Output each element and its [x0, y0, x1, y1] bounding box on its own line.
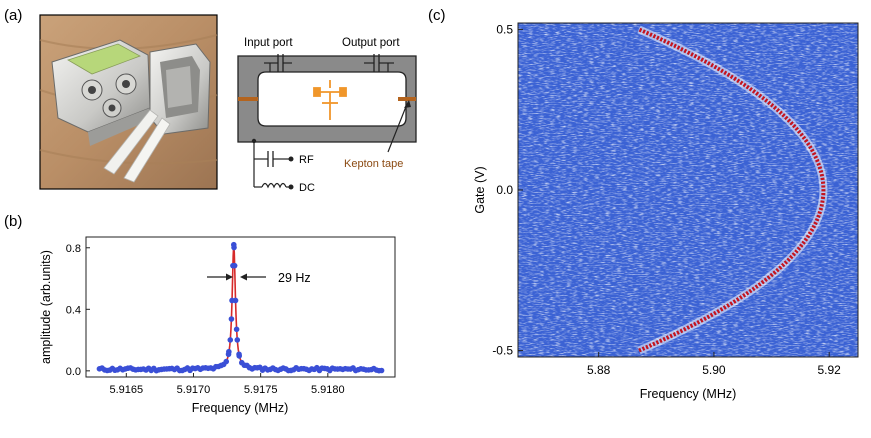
b-x-label: Frequency (MHz): [192, 401, 289, 415]
rf-label: RF: [299, 154, 314, 166]
b-data-point: [227, 337, 234, 343]
kepton-tape-right: [398, 97, 416, 101]
kepton-tape-label: Kepton tape: [344, 158, 403, 170]
b-y-tick-label: 0.0: [66, 366, 81, 378]
b-data-point: [223, 358, 230, 365]
kepton-tape-left: [238, 97, 258, 101]
output-port-label: Output port: [342, 37, 400, 49]
b-x-tick-label: 5.9170: [177, 384, 211, 396]
c-x-tick-label: 5.92: [818, 363, 842, 377]
b-data-point: [378, 367, 385, 374]
heatmap-noise: [518, 23, 858, 357]
b-data-point: [228, 316, 235, 322]
b-data-point: [231, 262, 238, 269]
panel-b-label: (b): [4, 213, 22, 230]
c-y-tick-label: 0.0: [496, 183, 513, 197]
b-y-tick-label: 0.8: [66, 243, 81, 255]
c-x-label: Frequency (MHz): [640, 387, 737, 401]
panel-c-label: (c): [428, 7, 446, 24]
c-y-tick-label: 0.5: [496, 22, 513, 36]
device-photo: [39, 14, 218, 190]
c-y-tick-label: -0.5: [492, 344, 513, 358]
b-data-point: [232, 297, 239, 304]
spectrum-chart: 5.9165 5.9170 5.9175 5.9180 0.0 0.4 0.8 Freque…: [39, 236, 396, 415]
c-resonance-curve: [638, 27, 826, 353]
b-data-point: [225, 351, 232, 358]
b-x-tick-label: 5.9175: [244, 384, 278, 396]
b-data-point: [236, 351, 242, 358]
linewidth-label: 29 Hz: [278, 271, 311, 285]
circuit-schematic: Input port Output port: [237, 37, 417, 194]
b-x-tick-label: 5.9165: [109, 384, 143, 396]
gate-frequency-heatmap: 5.88 5.90 5.92 0.5 0.0 -0.5 Frequency (MHz) G…: [473, 22, 859, 401]
nanotube-device: [313, 80, 347, 120]
b-y-tick-label: 0.4: [66, 304, 81, 316]
c-x-tick-label: 5.88: [587, 363, 611, 377]
dc-label: DC: [299, 182, 315, 194]
panel-a-label: (a): [4, 7, 22, 24]
cavity-body: [237, 55, 417, 143]
c-y-label: Gate (V): [473, 166, 487, 213]
b-data-point: [234, 337, 241, 343]
b-data-point: [230, 241, 237, 248]
c-x-tick-label: 5.90: [702, 363, 726, 377]
b-y-label: amplitude (arb.units): [39, 250, 53, 364]
b-x-tick-label: 5.9180: [311, 384, 345, 396]
input-port-label: Input port: [244, 37, 293, 49]
b-data-point: [233, 326, 240, 333]
